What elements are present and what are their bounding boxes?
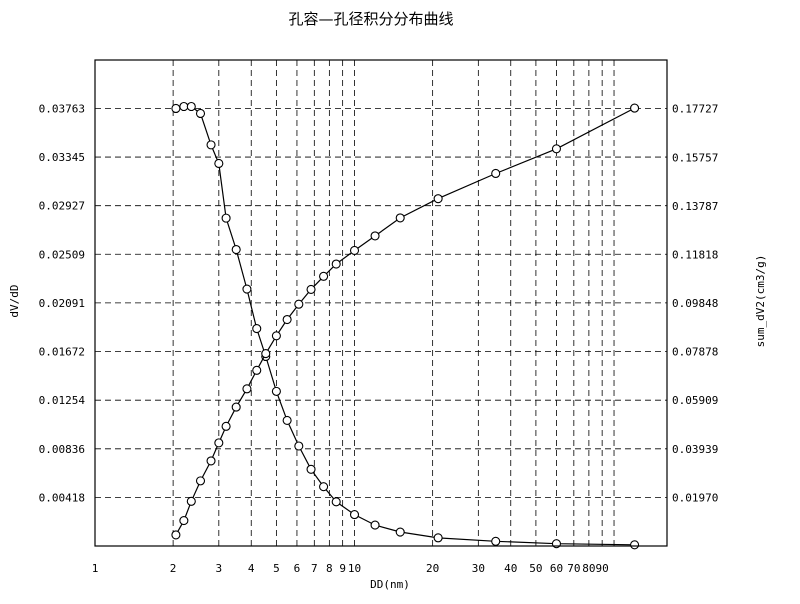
cumulative-volume-point [242,384,252,394]
x-tick-label: 50 [529,562,542,575]
x-tick-label: 9 [339,562,346,575]
dv-dd-point [214,158,224,169]
left-y-tick-label: 0.02509 [39,248,85,261]
dv-dd-point [294,441,304,451]
dv-dd-point [179,101,189,112]
right-y-axis-label: sum_dV2(cm3/g) [754,255,767,348]
right-y-tick-label: 0.09848 [672,297,718,310]
cumulative-volume-point [206,456,216,466]
cumulative-volume-point [231,402,241,412]
x-tick-label: 2 [170,562,177,575]
dv-dd-point [242,284,252,294]
cumulative-volume-point [319,271,329,281]
x-tick-label: 90 [596,562,609,575]
left-y-tick-label: 0.03763 [39,102,85,115]
dv-dd-point [252,324,262,334]
left-y-tick-label: 0.01254 [39,394,86,407]
dv-dd-point [282,415,292,425]
cumulative-volume-point [195,476,206,486]
left-y-tick-label: 0.00836 [39,443,85,456]
plot-frame [94,59,668,547]
dv-dd-point [206,140,216,150]
dv-dd-point [370,520,380,530]
x-tick-label: 40 [504,562,517,575]
cumulative-volume-point [551,144,562,154]
dv-dd-point [221,213,231,223]
x-tick-label: 20 [426,562,439,575]
right-y-tick-label: 0.01970 [672,491,718,504]
cumulative-volume-point [214,438,224,448]
x-tick-label: 60 [550,562,563,575]
x-tick-label: 10 [348,562,361,575]
cumulative-volume-point [221,421,231,431]
right-y-tick-label: 0.11818 [672,248,718,261]
dv-dd-point [331,497,341,507]
cumulative-volume-point [179,516,189,526]
right-y-tick-label: 0.05909 [672,394,718,407]
x-tick-label: 70 [567,562,580,575]
dv-dd-point [271,386,281,396]
x-tick-label: 1 [92,562,99,575]
cumulative-volume-point [630,103,640,113]
left-y-tick-label: 0.03345 [39,151,85,164]
right-y-tick-label: 0.17727 [672,103,718,116]
cumulative-volume-point [395,213,405,223]
cumulative-volume-point [294,299,304,309]
cumulative-volume-point [349,245,360,256]
x-tick-label: 6 [294,562,301,575]
dv-dd-line [175,105,635,546]
right-y-tick-label: 0.13787 [672,200,718,213]
left-y-axis-label: dV/dD [8,284,21,317]
left-y-tick-label: 0.02091 [39,297,85,310]
x-tick-label: 30 [472,562,485,575]
cumulative-volume-point [171,530,181,540]
right-y-tick-label: 0.03939 [672,443,718,456]
right-y-tick-label: 0.07878 [672,346,718,359]
x-tick-label: 8 [326,562,333,575]
left-y-tick-label: 0.00418 [39,491,85,504]
cumulative-volume-line [175,107,635,536]
x-tick-label: 80 [582,562,595,575]
cumulative-volume-point [491,168,501,179]
cumulative-volume-point [271,331,281,341]
dv-dd-point [195,108,206,119]
chart-title: 孔容—孔径积分分布曲线 [288,10,453,28]
x-tick-label: 3 [216,562,223,575]
dv-dd-point [171,103,181,114]
dv-dd-point [186,101,196,112]
dv-dd-point [433,533,443,543]
tick-layer: 1 2 3 4 5 6 7 8 9 10 20 30 40 50 60 70 80 90 0.00418 0.0197… [39,102,719,575]
x-tick-label: 5 [273,562,280,575]
cumulative-volume-point [306,284,316,294]
series-layer [171,101,640,550]
dv-dd-point [349,510,360,520]
cumulative-volume-point [186,496,196,506]
cumulative-volume-point [282,314,292,325]
dv-dd-point [319,482,329,492]
cumulative-volume-point [331,259,341,269]
x-tick-label: 7 [311,562,318,575]
dv-dd-point [630,540,640,550]
x-tick-label: 4 [248,562,255,575]
cumulative-volume-point [261,349,271,359]
dv-dd-point [395,527,405,537]
dv-dd-point [306,464,316,474]
cumulative-volume-point [370,231,380,241]
dv-dd-point [231,244,241,255]
left-y-tick-label: 0.01672 [39,346,85,359]
dv-dd-point [491,536,501,546]
right-y-tick-label: 0.15757 [672,151,718,164]
cumulative-volume-point [433,194,443,204]
left-y-tick-label: 0.02927 [39,200,85,213]
cumulative-volume-point [252,365,262,375]
x-axis-label: DD(nm) [370,578,410,591]
grid-layer [95,60,667,546]
